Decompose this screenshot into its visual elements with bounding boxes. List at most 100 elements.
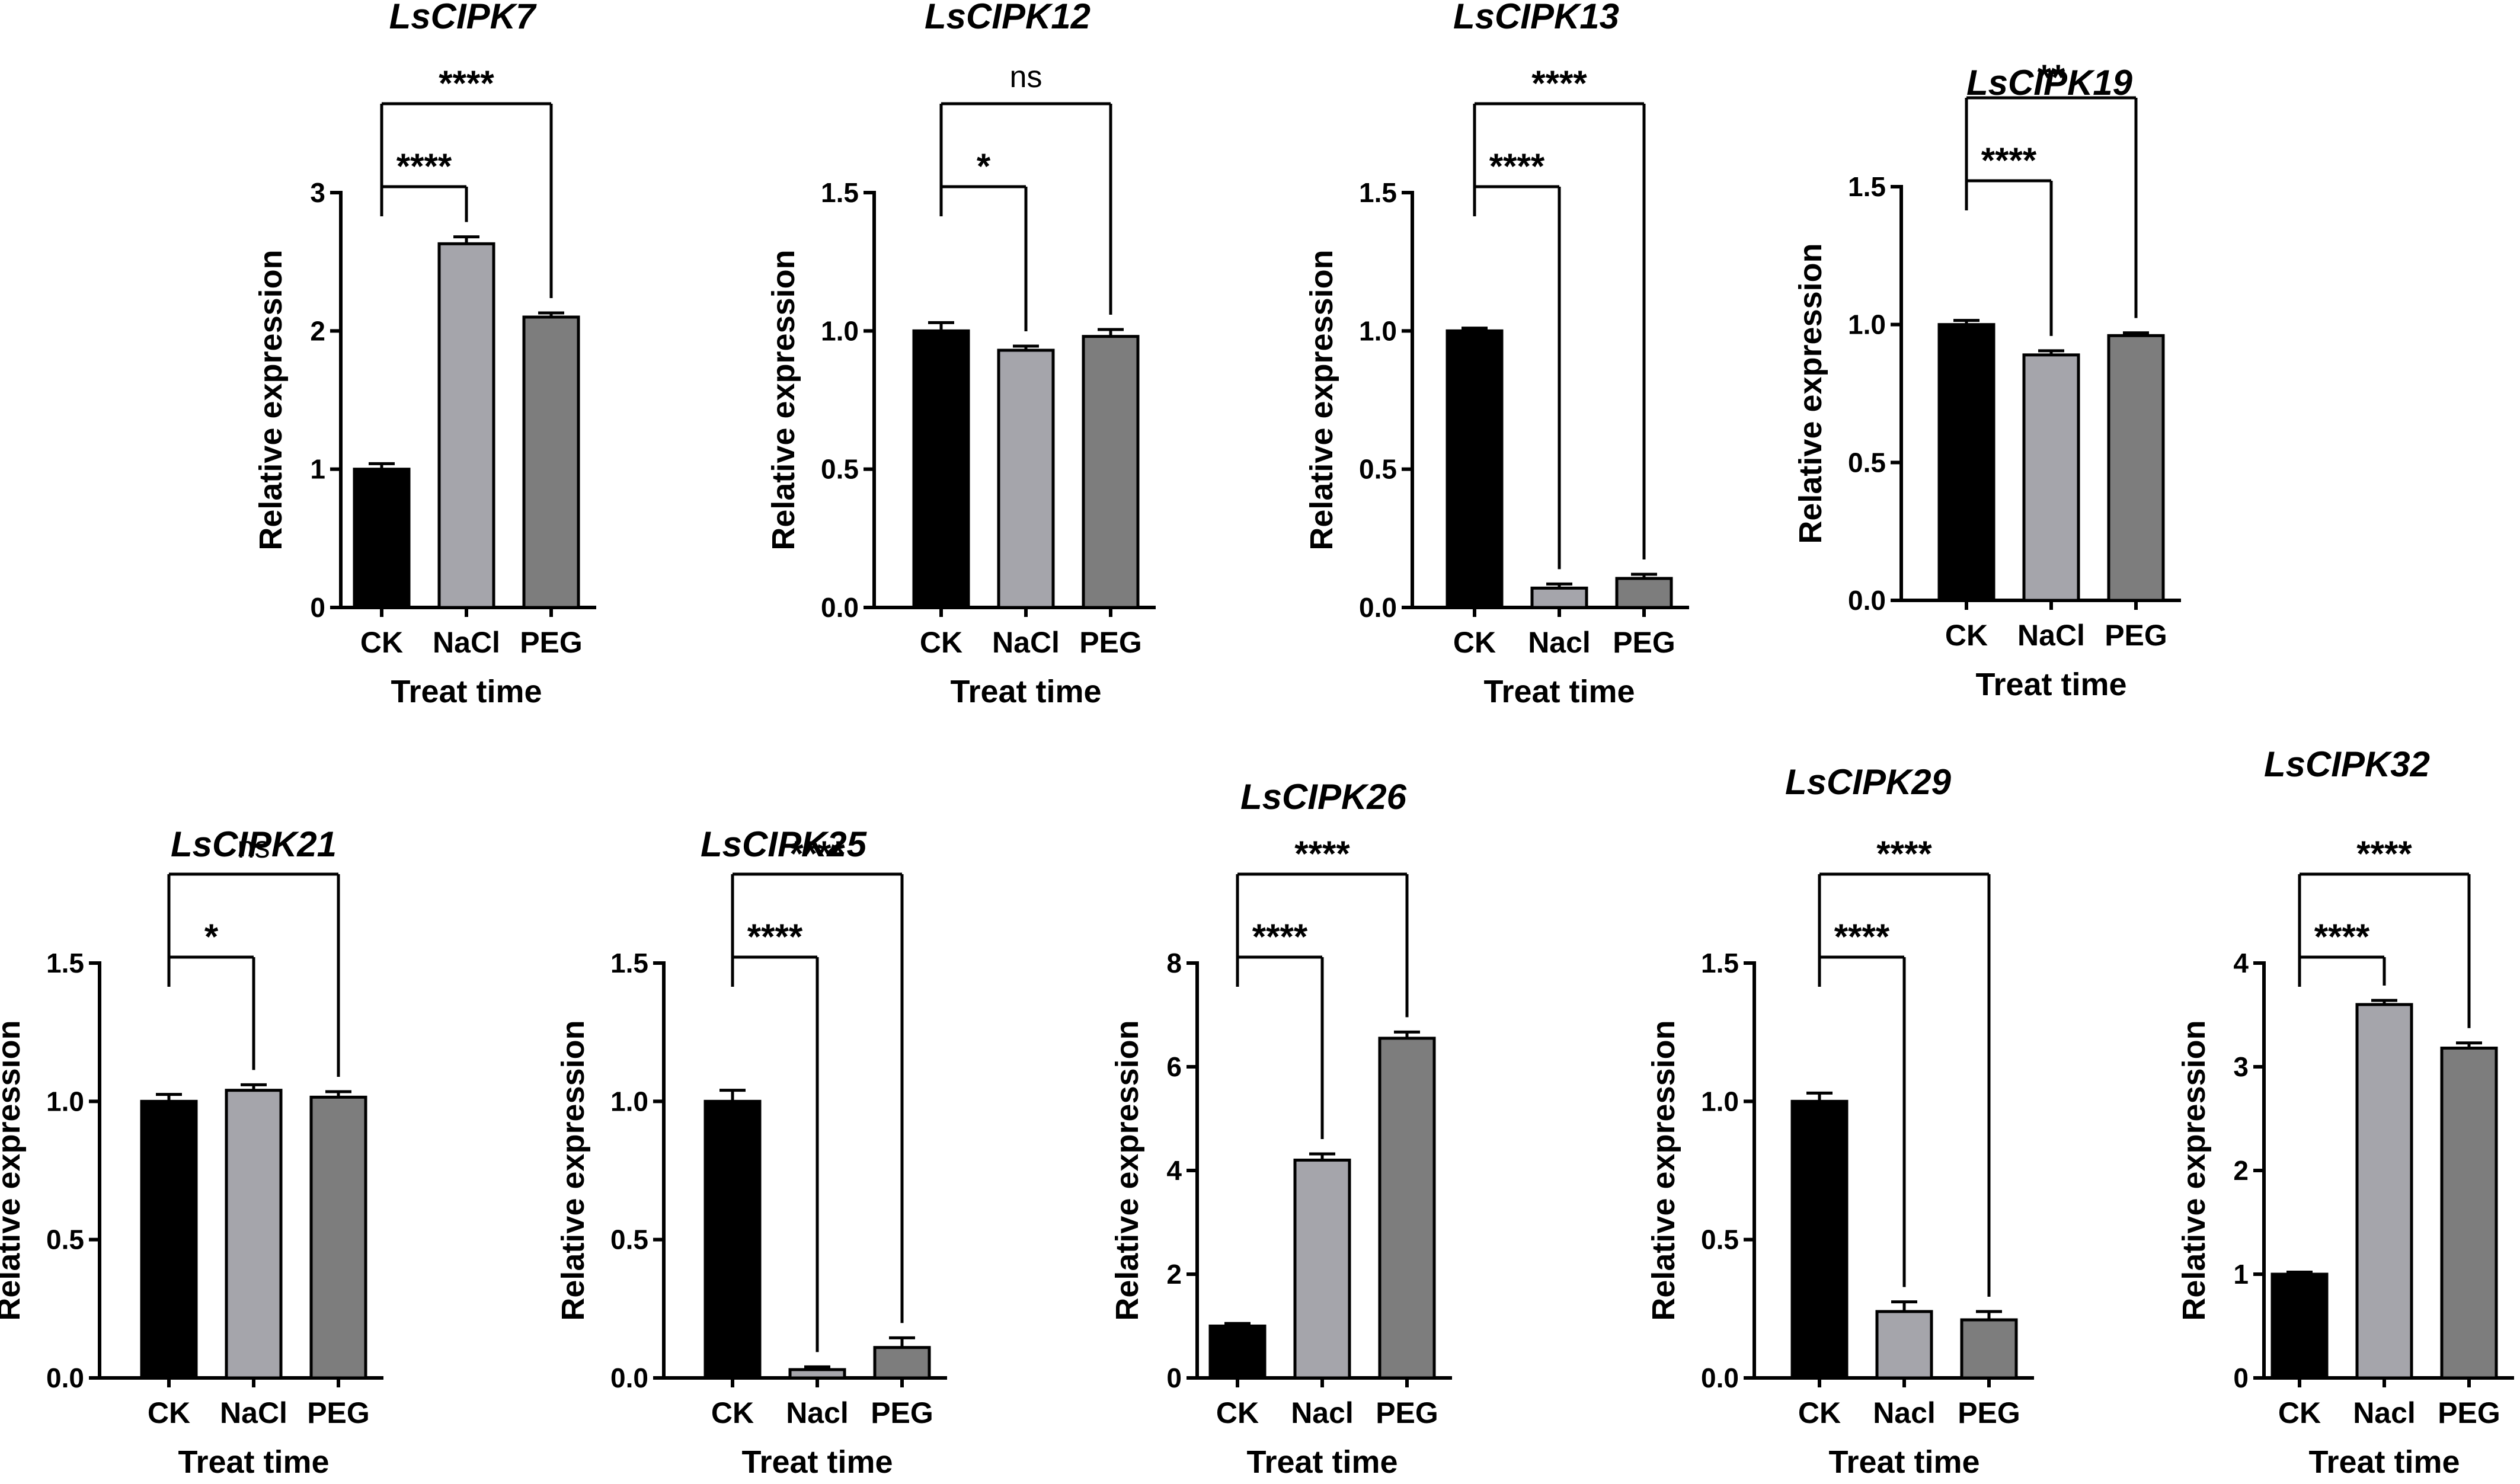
significance-label: **** (1531, 63, 1587, 103)
bar-PEG (1082, 335, 1140, 609)
y-tick-label: 3 (310, 177, 325, 208)
y-tick-label: 2 (310, 315, 325, 346)
x-axis-label: Treat time (1828, 1444, 1979, 1480)
y-tick-label: 0.5 (1701, 1224, 1739, 1255)
x-tick-label: CK (1945, 619, 1988, 652)
chart-title: LsCIPK19 (1966, 63, 2133, 103)
significance-label: **** (1981, 140, 2037, 180)
x-tick-label: Nacl (1528, 626, 1591, 659)
x-tick-label: CK (1798, 1396, 1841, 1429)
x-tick-label: Nacl (786, 1396, 849, 1429)
y-tick-label: 0.5 (46, 1224, 84, 1255)
y-axis-label: Relative expression (1304, 250, 1339, 550)
x-tick-label: PEG (1958, 1396, 2020, 1429)
x-tick-label: CK (711, 1396, 754, 1429)
bar-PEG (1960, 1318, 2018, 1380)
y-tick-label: 4 (1166, 1155, 1182, 1186)
x-tick-label: PEG (1613, 626, 1675, 659)
bar-PEG (1378, 1037, 1436, 1380)
bar-PEG (522, 315, 580, 609)
y-tick-label: 1.0 (1848, 309, 1886, 340)
y-tick-label: 2 (2233, 1155, 2249, 1186)
bar-CK (1937, 323, 1995, 602)
x-tick-label: Nacl (1291, 1396, 1354, 1429)
x-tick-label: NaCl (2017, 619, 2085, 652)
x-axis-label: Treat time (1483, 674, 1635, 709)
chart-title: LsCIPK26 (1240, 777, 1407, 817)
x-axis-label: Treat time (1246, 1444, 1397, 1480)
bar-NaCl (997, 348, 1055, 609)
y-tick-label: 0 (310, 592, 325, 623)
bar-CK (1446, 329, 1504, 609)
y-tick-label: 0.0 (46, 1363, 84, 1393)
x-tick-label: Nacl (1873, 1396, 1936, 1429)
significance-label: ns (238, 830, 270, 865)
bar-PEG (1615, 577, 1673, 609)
significance-label: * (977, 146, 991, 186)
x-tick-label: CK (148, 1396, 190, 1429)
x-tick-label: CK (1216, 1396, 1259, 1429)
chart-panel-LsCIPK7: LsCIPK7 0 1 2 3 Relative expression CK NaCl PEG T… (253, 0, 596, 709)
x-axis-label: Treat time (391, 674, 542, 709)
significance-label: * (204, 917, 219, 957)
y-tick-label: 1.0 (821, 315, 859, 346)
y-tick-label: 1.5 (1359, 177, 1397, 208)
y-tick-label: 0.0 (821, 592, 859, 623)
bar-CK (1790, 1099, 1849, 1380)
chart-panel-LsCIPK32: LsCIPK32 0 1 2 3 4 Relative expression CK Nacl PE… (2176, 744, 2514, 1480)
significance-label: **** (396, 146, 452, 186)
x-axis-label: Treat time (2308, 1444, 2460, 1480)
significance-label: **** (439, 63, 494, 103)
y-tick-label: 1 (310, 454, 325, 485)
y-tick-label: 4 (2233, 948, 2249, 978)
y-tick-label: 1.0 (610, 1086, 648, 1117)
bar-CK (140, 1099, 198, 1380)
x-tick-label: CK (360, 626, 403, 659)
y-tick-label: 0.0 (1701, 1363, 1739, 1393)
bar-PEG (2107, 334, 2165, 602)
significance-label: ** (2038, 57, 2065, 97)
x-tick-label: CK (2278, 1396, 2321, 1429)
bar-Nacl (2355, 1003, 2413, 1380)
chart-title: LsCIPK7 (389, 0, 537, 36)
y-tick-label: 0 (1166, 1363, 1182, 1393)
y-tick-label: 1.5 (610, 948, 648, 978)
chart-panel-LsCIPK12: LsCIPK12 0.0 0.5 1.0 1.5 Relative expression C… (766, 0, 1156, 709)
y-axis-label: Relative expression (253, 250, 289, 550)
y-axis-label: Relative expression (0, 1020, 27, 1320)
chart-panel-LsCIPK25: LsCIPK25 0.0 0.5 1.0 1.5 Relative expression C… (555, 824, 947, 1480)
y-tick-label: 0.5 (1848, 447, 1886, 478)
x-axis-label: Treat time (741, 1444, 893, 1480)
y-tick-label: 6 (1166, 1051, 1182, 1082)
chart-title: LsCIPK21 (171, 824, 337, 864)
x-tick-label: PEG (2438, 1396, 2500, 1429)
x-tick-label: CK (1453, 626, 1496, 659)
significance-label: **** (789, 834, 845, 874)
y-tick-label: 1.5 (1848, 171, 1886, 202)
y-tick-label: 0.0 (1848, 585, 1886, 616)
bar-NaCl (225, 1089, 283, 1380)
y-tick-label: 8 (1166, 948, 1182, 978)
chart-panel-LsCIPK26: LsCIPK26 0 2 4 6 8 Relative expression CK Nacl PE… (1109, 777, 1452, 1480)
bar-PEG (2440, 1047, 2498, 1380)
bar-PEG (309, 1095, 367, 1380)
bar-CK (1208, 1325, 1267, 1380)
x-axis-label: Treat time (1975, 667, 2126, 702)
significance-label: **** (2356, 834, 2412, 874)
y-tick-label: 1.5 (1701, 948, 1739, 978)
chart-panel-LsCIPK21: LsCIPK21 0.0 0.5 1.0 1.5 Relative expression C… (0, 824, 383, 1480)
x-tick-label: PEG (520, 626, 583, 659)
bar-NaCl (2022, 353, 2080, 602)
bar-Nacl (788, 1368, 846, 1380)
significance-label: ns (1010, 60, 1042, 94)
y-tick-label: 1.5 (46, 948, 84, 978)
x-tick-label: NaCl (220, 1396, 287, 1429)
significance-label: **** (1252, 917, 1308, 957)
y-axis-label: Relative expression (2176, 1020, 2212, 1320)
y-tick-label: 1.0 (46, 1086, 84, 1117)
x-tick-label: PEG (1079, 626, 1142, 659)
x-tick-label: Nacl (2353, 1396, 2416, 1429)
significance-label: **** (1294, 834, 1350, 874)
x-tick-label: PEG (307, 1396, 370, 1429)
chart-panel-LsCIPK29: LsCIPK29 0.0 0.5 1.0 1.5 Relative expression C… (1646, 762, 2034, 1480)
